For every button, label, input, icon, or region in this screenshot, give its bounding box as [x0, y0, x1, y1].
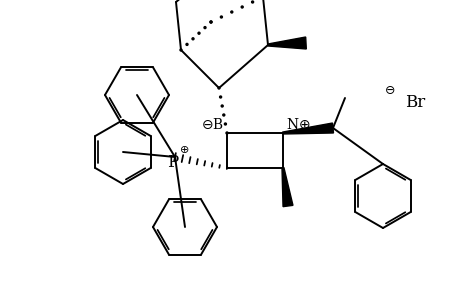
- Polygon shape: [282, 123, 333, 134]
- Circle shape: [191, 38, 194, 40]
- Circle shape: [251, 1, 253, 3]
- Circle shape: [220, 16, 222, 18]
- Circle shape: [225, 132, 228, 134]
- Text: P: P: [167, 154, 178, 170]
- Circle shape: [221, 105, 223, 107]
- Text: $\ominus$B: $\ominus$B: [201, 118, 224, 132]
- Polygon shape: [281, 168, 292, 207]
- Circle shape: [218, 87, 219, 89]
- Circle shape: [210, 21, 212, 23]
- Text: $\oplus$: $\oplus$: [179, 143, 189, 155]
- Text: N$\oplus$: N$\oplus$: [285, 118, 310, 132]
- Circle shape: [197, 32, 200, 34]
- Polygon shape: [267, 37, 306, 49]
- Circle shape: [203, 27, 206, 28]
- Circle shape: [179, 49, 182, 51]
- Circle shape: [222, 114, 224, 116]
- Circle shape: [224, 123, 226, 125]
- Text: $\ominus$: $\ominus$: [384, 83, 395, 97]
- Circle shape: [185, 44, 188, 45]
- Text: Br: Br: [404, 94, 424, 110]
- Circle shape: [210, 21, 212, 23]
- Circle shape: [230, 11, 232, 13]
- Circle shape: [219, 96, 221, 98]
- Circle shape: [241, 6, 243, 8]
